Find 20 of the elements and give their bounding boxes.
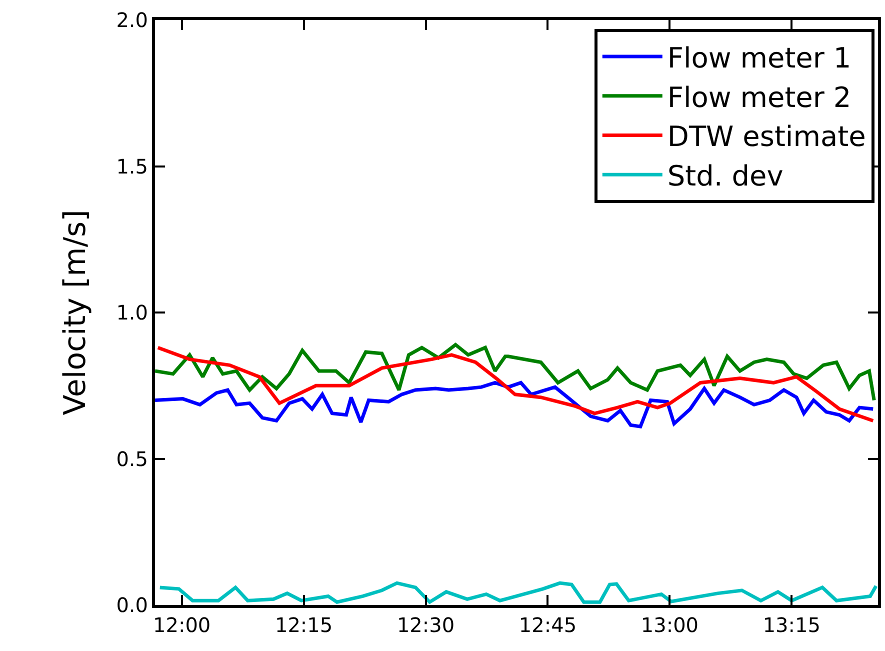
y-tick-label: 1.5 [116, 154, 148, 178]
y-axis-title: Velocity [m/s] [58, 210, 94, 416]
y-tick-label: 0.5 [116, 446, 148, 471]
line-series [155, 342, 876, 402]
line-series [158, 581, 878, 604]
x-tick-label: 12:30 [396, 613, 455, 637]
legend-label: Std. dev [667, 160, 784, 193]
line-series [156, 346, 875, 422]
y-tick-label: 1.0 [116, 300, 148, 324]
x-tick-label: 12:00 [153, 613, 211, 637]
x-tick-label: 12:45 [518, 613, 577, 637]
line-series [155, 380, 875, 428]
y-tick-label: 2.0 [116, 8, 148, 32]
x-tick-label: 12:15 [274, 613, 333, 637]
x-tick-label: 13:15 [762, 613, 820, 637]
legend-label: DTW estimate [667, 120, 866, 154]
x-tick-label: 13:00 [640, 613, 699, 637]
y-tick-label: 0.0 [116, 593, 148, 617]
legend-label: Flow meter 1 [667, 41, 852, 74]
legend-label: Flow meter 2 [667, 80, 852, 114]
